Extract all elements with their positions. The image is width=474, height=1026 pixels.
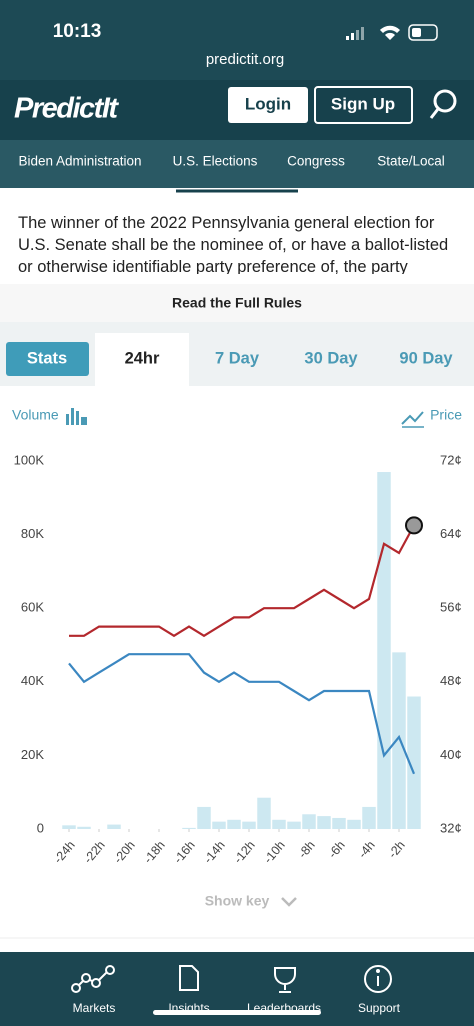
y2-tick-label: 48¢	[440, 673, 462, 688]
market-description: The winner of the 2022 Pennsylvania gene…	[18, 214, 449, 274]
y2-tick-label: 40¢	[440, 747, 462, 762]
x-tick-label: -16h	[171, 838, 198, 866]
tab[interactable]: 24hr	[125, 349, 160, 367]
x-tick-label: -12h	[231, 838, 258, 866]
x-tick-label: -4h	[355, 838, 377, 861]
volume-bar	[377, 472, 391, 829]
volume-bar	[332, 817, 346, 829]
y-tick-label: 60K	[21, 600, 44, 615]
volume-bar	[272, 819, 286, 829]
show-key[interactable]: Show key	[205, 893, 270, 909]
volume-bar	[317, 816, 331, 829]
y2-tick-label: 64¢	[440, 526, 462, 541]
x-tick-label: -6h	[325, 838, 347, 861]
bottom-nav-item[interactable]: Markets	[73, 1001, 116, 1015]
signup-label: Sign Up	[331, 94, 395, 113]
bottom-nav-item[interactable]: Support	[358, 1001, 401, 1015]
volume-bar	[257, 797, 271, 829]
nav-item[interactable]: Biden Administration	[18, 154, 141, 169]
x-tick-label: -10h	[261, 838, 288, 866]
volume-bar	[197, 806, 211, 829]
home-indicator	[153, 1010, 321, 1015]
last-price-marker	[405, 516, 423, 535]
volume-bar	[362, 806, 376, 829]
volume-bar	[227, 819, 241, 829]
volume-bar	[392, 652, 406, 829]
logo[interactable]: PredictIt	[14, 93, 121, 125]
volume-bar	[302, 814, 316, 829]
volume-bar	[242, 821, 256, 829]
bottom-nav-item[interactable]: Leaderboards	[247, 1001, 321, 1015]
y2-axis-label: Price	[430, 407, 462, 423]
price-icon	[401, 411, 424, 425]
y-tick-label: 40K	[21, 673, 44, 688]
volume-bar	[107, 824, 121, 829]
stats-button[interactable]	[6, 342, 89, 376]
y-tick-label: 20K	[21, 747, 44, 762]
price-line	[68, 653, 416, 775]
rules-bar	[0, 284, 474, 322]
chevron[interactable]	[281, 897, 297, 907]
price-line	[69, 524, 415, 638]
signup-button[interactable]	[314, 86, 413, 124]
nav-bar	[0, 140, 474, 188]
volume-bar	[212, 821, 226, 829]
volume-bar	[182, 827, 196, 829]
active-tab[interactable]	[95, 333, 189, 386]
url: predictit.org	[206, 51, 284, 68]
status-bar	[0, 0, 474, 80]
y2-tick-label: 72¢	[440, 452, 462, 467]
signal-icons	[346, 24, 438, 41]
volume-bar	[347, 819, 361, 829]
x-tick-label: -14h	[201, 838, 228, 866]
volume-bar	[407, 696, 421, 829]
y-tick-label: 100K	[14, 452, 45, 467]
x-tick-label: -24h	[51, 838, 78, 866]
nav-item[interactable]: State/Local	[377, 154, 445, 169]
y-tick-label: 80K	[21, 526, 44, 541]
nav-icons	[71, 965, 392, 993]
y2-tick-label: 56¢	[440, 600, 462, 615]
tab[interactable]: 7 Day	[215, 349, 260, 367]
y-axis-label: Volume	[12, 407, 59, 423]
login-label: Login	[245, 94, 291, 113]
bottom-nav-item[interactable]: Insights	[168, 1001, 209, 1015]
volume-bar	[287, 821, 301, 829]
nav-item[interactable]: Congress	[287, 154, 345, 169]
y2-tick-label: 32¢	[440, 820, 462, 835]
x-tick-label: -8h	[295, 838, 317, 861]
search-icon[interactable]	[429, 89, 457, 119]
x-tick-label: -18h	[141, 838, 168, 866]
clock: 10:13	[53, 21, 102, 42]
login-button[interactable]	[228, 87, 308, 123]
nav-item[interactable]: U.S. Elections	[173, 154, 258, 169]
rules-link[interactable]: Read the Full Rules	[172, 295, 302, 311]
volume-bar	[62, 825, 76, 829]
x-tick-label: -22h	[81, 838, 108, 866]
tab[interactable]: 90 Day	[399, 349, 453, 367]
y-tick-label: 0	[37, 820, 44, 835]
volume-bar	[77, 826, 91, 829]
volume-icon	[66, 408, 87, 425]
tab[interactable]: Stats	[27, 349, 67, 367]
x-tick-label: -2h	[385, 838, 407, 861]
tab[interactable]: 30 Day	[304, 349, 358, 367]
x-tick-label: -20h	[111, 838, 138, 866]
